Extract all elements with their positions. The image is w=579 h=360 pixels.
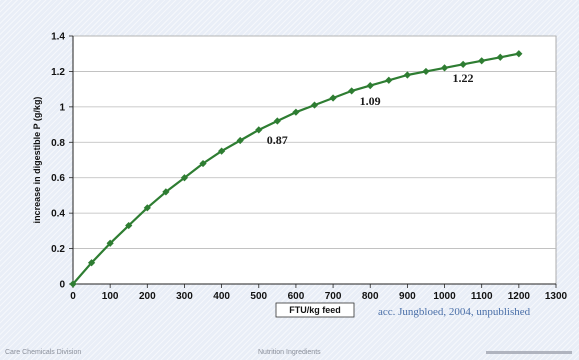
y-tick-label: 0 xyxy=(59,280,65,291)
data-point-marker xyxy=(69,280,77,288)
footer-left: Care Chemicals Division xyxy=(5,349,81,356)
data-point-marker xyxy=(422,67,430,76)
x-tick-label: 1100 xyxy=(471,291,493,302)
annotations: 0.87 1.09 1.22 xyxy=(267,71,474,147)
series-group xyxy=(69,50,523,288)
data-point-marker xyxy=(87,259,96,267)
data-point-marker xyxy=(515,50,523,58)
data-label: 1.22 xyxy=(453,71,474,85)
x-tick-label: 200 xyxy=(139,291,156,302)
data-label: 1.09 xyxy=(360,94,381,108)
data-point-marker xyxy=(236,136,244,145)
data-point-marker xyxy=(440,64,449,72)
x-axis-ticks: 0 100 200 300 400 500 600 700 800 900 1000 1100 1200… xyxy=(70,291,567,302)
x-tick-label: 1200 xyxy=(508,291,531,302)
plot-area xyxy=(72,35,557,285)
x-tick-label: 300 xyxy=(176,291,193,302)
y-tick-label: 1 xyxy=(59,102,65,113)
x-axis-label: FTU/kg feed xyxy=(289,305,341,315)
y-axis-ticks: 0 0.2 0.4 0.6 0.8 1 1.2 1.4 xyxy=(51,32,65,291)
footer-center: Nutrition Ingredients xyxy=(258,349,321,356)
footer-fineprint xyxy=(486,351,572,354)
axes xyxy=(69,35,557,288)
x-tick-label: 400 xyxy=(213,291,230,302)
data-point-marker xyxy=(310,101,319,109)
data-point-marker xyxy=(459,60,467,68)
data-point-marker xyxy=(106,239,114,247)
x-tick-label: 100 xyxy=(102,291,119,302)
data-point-marker xyxy=(218,147,226,155)
x-tick-label: 600 xyxy=(288,291,305,302)
data-point-marker xyxy=(496,53,504,61)
data-point-marker xyxy=(329,94,337,102)
data-point-marker xyxy=(348,87,356,95)
x-tick-label: 800 xyxy=(362,291,379,302)
data-point-marker xyxy=(292,108,300,116)
x-axis-label-box xyxy=(275,302,355,318)
data-point-marker xyxy=(199,159,207,168)
data-label: 0.87 xyxy=(267,133,288,147)
data-point-marker xyxy=(366,82,374,90)
data-point-marker xyxy=(478,57,486,65)
x-tick-label: 1300 xyxy=(545,291,568,302)
data-point-marker xyxy=(180,174,189,182)
data-point-marker xyxy=(273,117,281,125)
x-tick-label: 500 xyxy=(250,291,267,302)
y-axis-label: increase in digestible P (g/kg) xyxy=(32,97,42,224)
y-tick-label: 1.2 xyxy=(51,67,65,78)
x-tick-label: 700 xyxy=(325,291,342,302)
data-point-marker xyxy=(385,76,393,84)
y-tick-label: 0.8 xyxy=(51,138,65,149)
x-tick-label: 900 xyxy=(399,291,416,302)
data-point-marker xyxy=(255,126,263,134)
y-tick-label: 0.2 xyxy=(51,244,65,255)
y-tick-label: 0.6 xyxy=(51,173,65,184)
data-point-marker xyxy=(125,221,133,230)
data-point-marker xyxy=(143,204,151,212)
data-point-marker xyxy=(162,188,170,196)
y-tick-label: 0.4 xyxy=(51,209,65,220)
y-tick-label: 1.4 xyxy=(51,32,65,43)
x-tick-label: 1000 xyxy=(433,291,456,302)
source-credit: acc. Jungbloed, 2004, unpublished xyxy=(378,306,531,318)
data-point-marker xyxy=(403,71,411,79)
x-tick-label: 0 xyxy=(70,291,76,302)
